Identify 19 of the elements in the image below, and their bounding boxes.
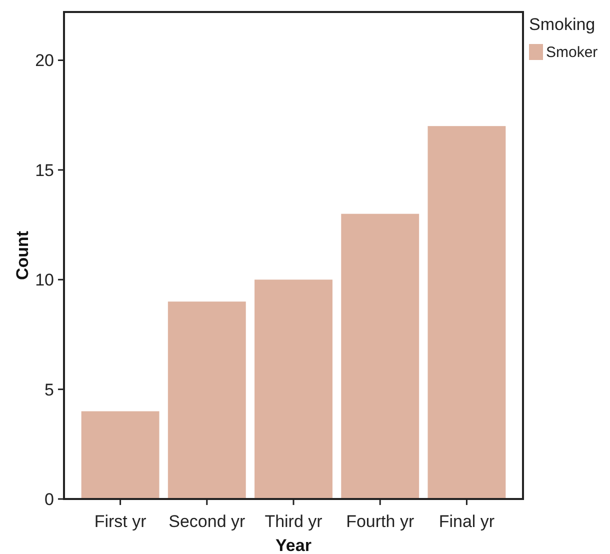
x-tick-label: First yr (94, 512, 147, 531)
legend-label: Smoker (546, 44, 598, 61)
y-tick-label: 20 (35, 51, 54, 70)
x-tick-label: Third yr (264, 512, 323, 531)
legend-title: Smoking (529, 15, 596, 34)
bar (168, 302, 246, 499)
y-tick-label: 10 (35, 270, 54, 290)
y-tick-label: 5 (44, 380, 54, 400)
bar (341, 214, 420, 499)
y-tick-label: 0 (44, 490, 54, 509)
bar (254, 280, 332, 499)
x-tick-label: Second yr (168, 512, 246, 531)
y-tick-label: 15 (35, 160, 54, 180)
x-axis-title: Year (276, 536, 312, 554)
y-axis-title: Count (13, 230, 32, 280)
x-tick-label: Final yr (438, 512, 495, 531)
bar (428, 126, 506, 499)
x-tick-label: Fourth yr (346, 512, 414, 531)
bar (81, 411, 160, 499)
